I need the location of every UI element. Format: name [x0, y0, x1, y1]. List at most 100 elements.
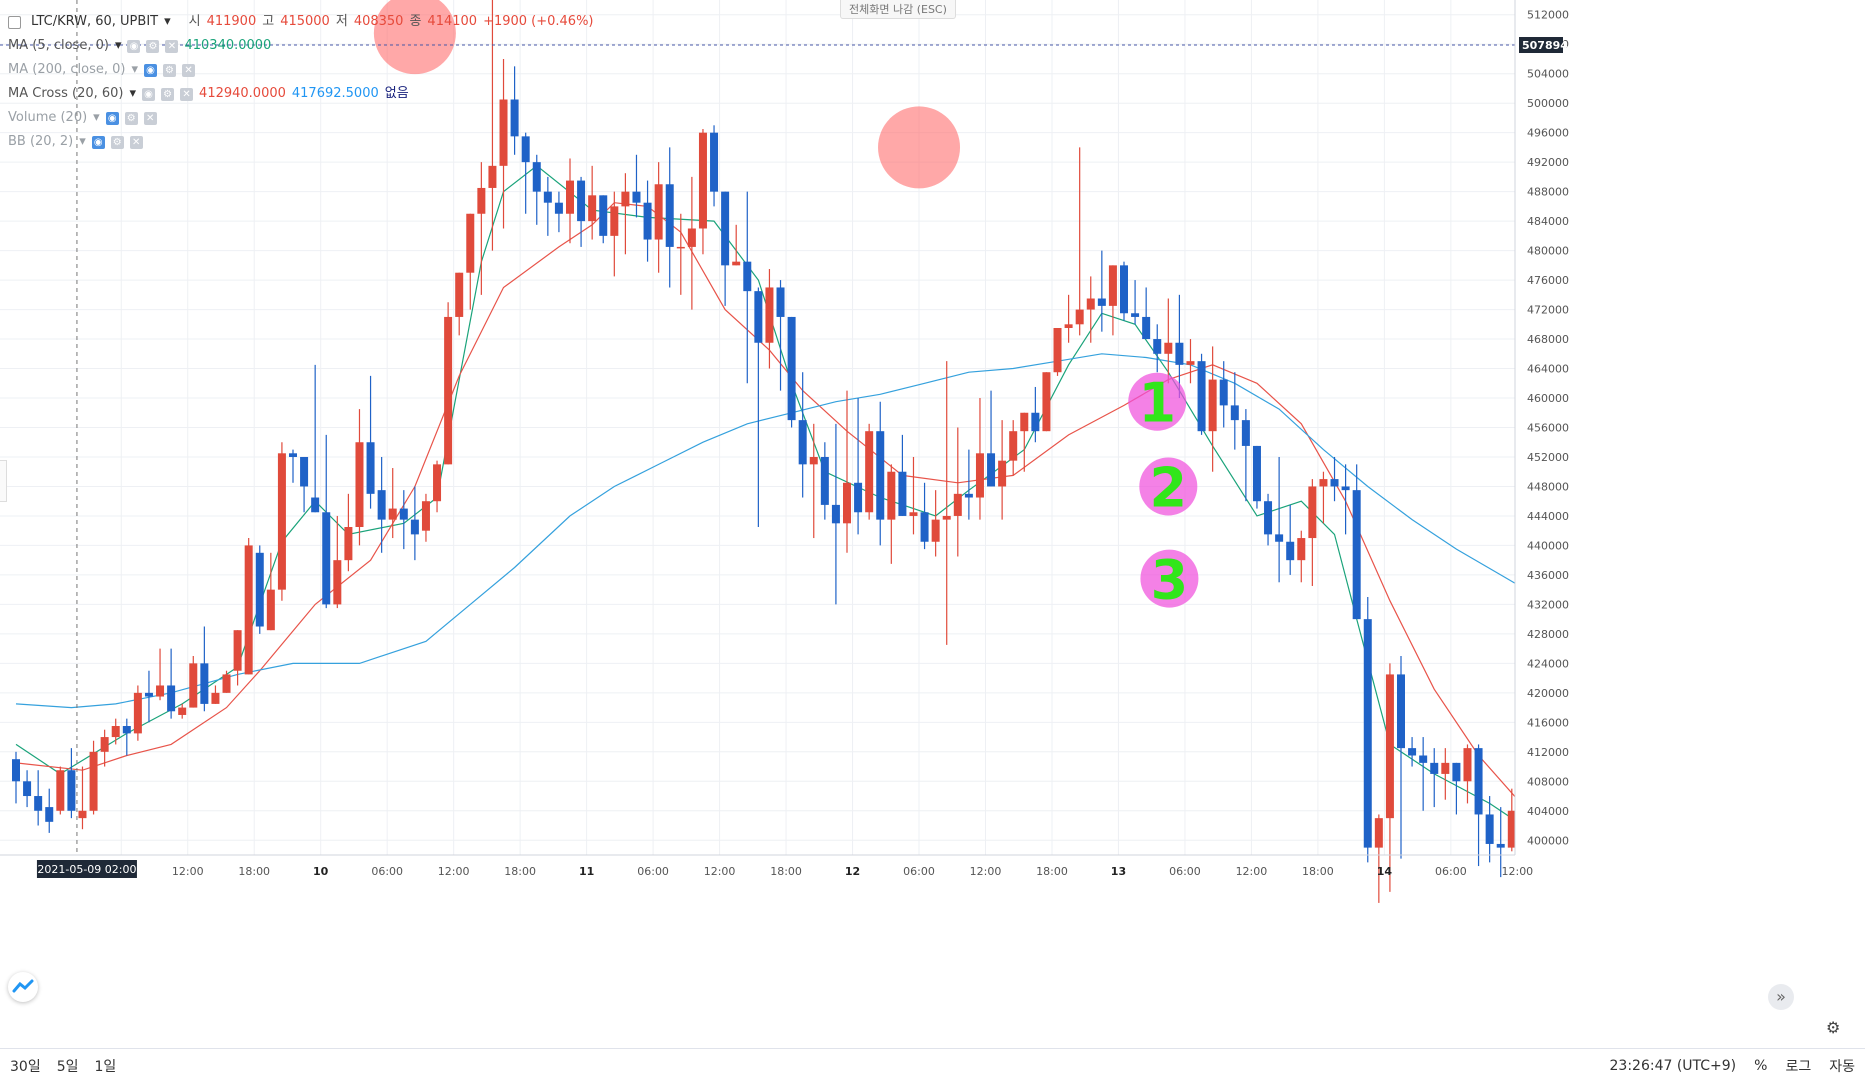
price-tick-label: 504000: [1527, 68, 1569, 81]
candle-body: [887, 471, 896, 520]
candle-body: [1097, 298, 1106, 306]
candle: [931, 490, 940, 557]
chevron-down-icon[interactable]: ▾: [131, 62, 139, 77]
range-1d-button[interactable]: 1일: [94, 1059, 117, 1075]
candle: [1053, 327, 1062, 376]
price-tick-label: 420000: [1527, 687, 1569, 700]
candle-body: [543, 191, 552, 203]
indicator-value: 없음: [384, 86, 409, 101]
gear-icon[interactable]: ⚙: [161, 87, 175, 101]
log-scale-button[interactable]: 로그: [1785, 1059, 1812, 1075]
scroll-to-latest-icon[interactable]: »: [1768, 984, 1794, 1010]
candle-body: [421, 501, 430, 531]
eye-off-icon[interactable]: ◉: [144, 63, 158, 77]
gear-icon[interactable]: ⚙: [124, 111, 138, 125]
close-icon[interactable]: ✕: [165, 39, 179, 53]
candle: [676, 213, 685, 295]
price-tick-label: 428000: [1527, 628, 1569, 641]
candle-body: [244, 545, 253, 675]
eye-icon[interactable]: ◉: [127, 39, 141, 53]
candle-body: [444, 316, 453, 465]
candle-body: [322, 512, 331, 605]
candle: [289, 449, 297, 483]
indicator-label[interactable]: Volume (20): [8, 110, 88, 125]
eye-off-icon[interactable]: ◉: [105, 111, 119, 125]
chevron-down-icon[interactable]: ▾: [114, 38, 122, 53]
close-icon[interactable]: ✕: [182, 63, 196, 77]
side-panel-toggle[interactable]: [0, 460, 7, 502]
eye-off-icon[interactable]: ◉: [91, 135, 105, 149]
chevron-down-icon[interactable]: ▾: [129, 86, 137, 101]
clock[interactable]: 23:26:47 (UTC+9): [1609, 1058, 1737, 1074]
candle-body: [111, 726, 120, 738]
indicator-ma-cross[interactable]: MA Cross (20, 60) ▾ ◉ ⚙ ✕ 412940.0000 41769…: [8, 82, 594, 106]
candle-body: [1385, 674, 1394, 819]
candle: [56, 766, 65, 815]
indicator-label[interactable]: MA (200, close, 0): [8, 62, 126, 77]
eye-icon[interactable]: ◉: [142, 87, 156, 101]
settings-gear-icon[interactable]: ⚙: [1826, 1018, 1841, 1037]
candle-body: [388, 508, 397, 520]
price-tick-label: 412000: [1527, 746, 1569, 759]
tradingview-logo-icon[interactable]: [8, 972, 38, 1002]
candle-body: [45, 807, 54, 822]
chevron-down-icon[interactable]: ▾: [164, 14, 171, 29]
candle: [776, 280, 785, 391]
candle: [266, 552, 275, 631]
candle: [333, 515, 342, 609]
candles: [12, 0, 1660, 903]
exit-fullscreen-hint[interactable]: 전체화면 나감 (ESC): [840, 0, 956, 19]
indicator-label[interactable]: BB (20, 2): [8, 134, 74, 149]
close-icon[interactable]: ✕: [143, 111, 157, 125]
indicator-ma5[interactable]: MA (5, close, 0) ▾ ◉ ⚙ ✕ 410340.0000: [8, 34, 594, 58]
indicator-bb[interactable]: BB (20, 2) ▾ ◉ ⚙ ✕: [8, 130, 594, 154]
candle: [1474, 744, 1483, 867]
indicator-label[interactable]: MA (5, close, 0): [8, 38, 109, 53]
chevron-down-icon[interactable]: ▾: [79, 134, 86, 149]
candle-body: [211, 692, 220, 704]
range-30d-button[interactable]: 30일: [10, 1059, 41, 1075]
indicator-label[interactable]: MA Cross (20, 60): [8, 86, 124, 101]
candle-body: [455, 272, 464, 317]
candle-body: [588, 195, 597, 222]
candle-body: [787, 316, 796, 421]
candle-body: [1175, 342, 1184, 365]
candle-body: [1153, 339, 1162, 354]
candle-body: [876, 431, 885, 520]
candle: [732, 224, 741, 266]
candle-body: [1297, 538, 1306, 561]
candle-body: [433, 464, 442, 502]
range-5d-button[interactable]: 5일: [56, 1059, 79, 1075]
symbol-label[interactable]: LTC/KRW, 60, UPBIT: [31, 14, 159, 29]
close-icon[interactable]: ✕: [180, 87, 194, 101]
candle: [322, 434, 331, 609]
gear-icon[interactable]: ⚙: [163, 63, 177, 77]
price-tick-label: 416000: [1527, 716, 1569, 729]
candle: [1374, 814, 1383, 903]
gear-icon[interactable]: ⚙: [146, 39, 160, 53]
indicator-value: 410340.0000: [184, 38, 272, 53]
auto-scale-button[interactable]: 자동: [1829, 1059, 1855, 1075]
candle: [566, 158, 574, 244]
candle-body: [599, 195, 608, 236]
close-icon[interactable]: ✕: [129, 135, 143, 149]
percent-scale-button[interactable]: %: [1754, 1058, 1768, 1074]
marker-label: 1: [1138, 372, 1176, 435]
candle: [388, 468, 397, 539]
candle: [488, 0, 497, 251]
indicator-volume[interactable]: Volume (20) ▾ ◉ ⚙ ✕: [8, 106, 594, 130]
menu-icon[interactable]: [8, 15, 21, 29]
marker-circle: [1140, 549, 1199, 608]
candle: [1408, 737, 1417, 767]
gear-icon[interactable]: ⚙: [110, 135, 124, 149]
candle: [1419, 737, 1428, 811]
candle: [189, 655, 198, 708]
candle-body: [843, 482, 851, 524]
chevron-down-icon[interactable]: ▾: [93, 110, 100, 125]
candle-body: [1108, 265, 1117, 306]
candle-body: [687, 228, 696, 247]
candle: [244, 538, 253, 675]
indicator-ma200[interactable]: MA (200, close, 0) ▾ ◉ ⚙ ✕: [8, 58, 594, 82]
